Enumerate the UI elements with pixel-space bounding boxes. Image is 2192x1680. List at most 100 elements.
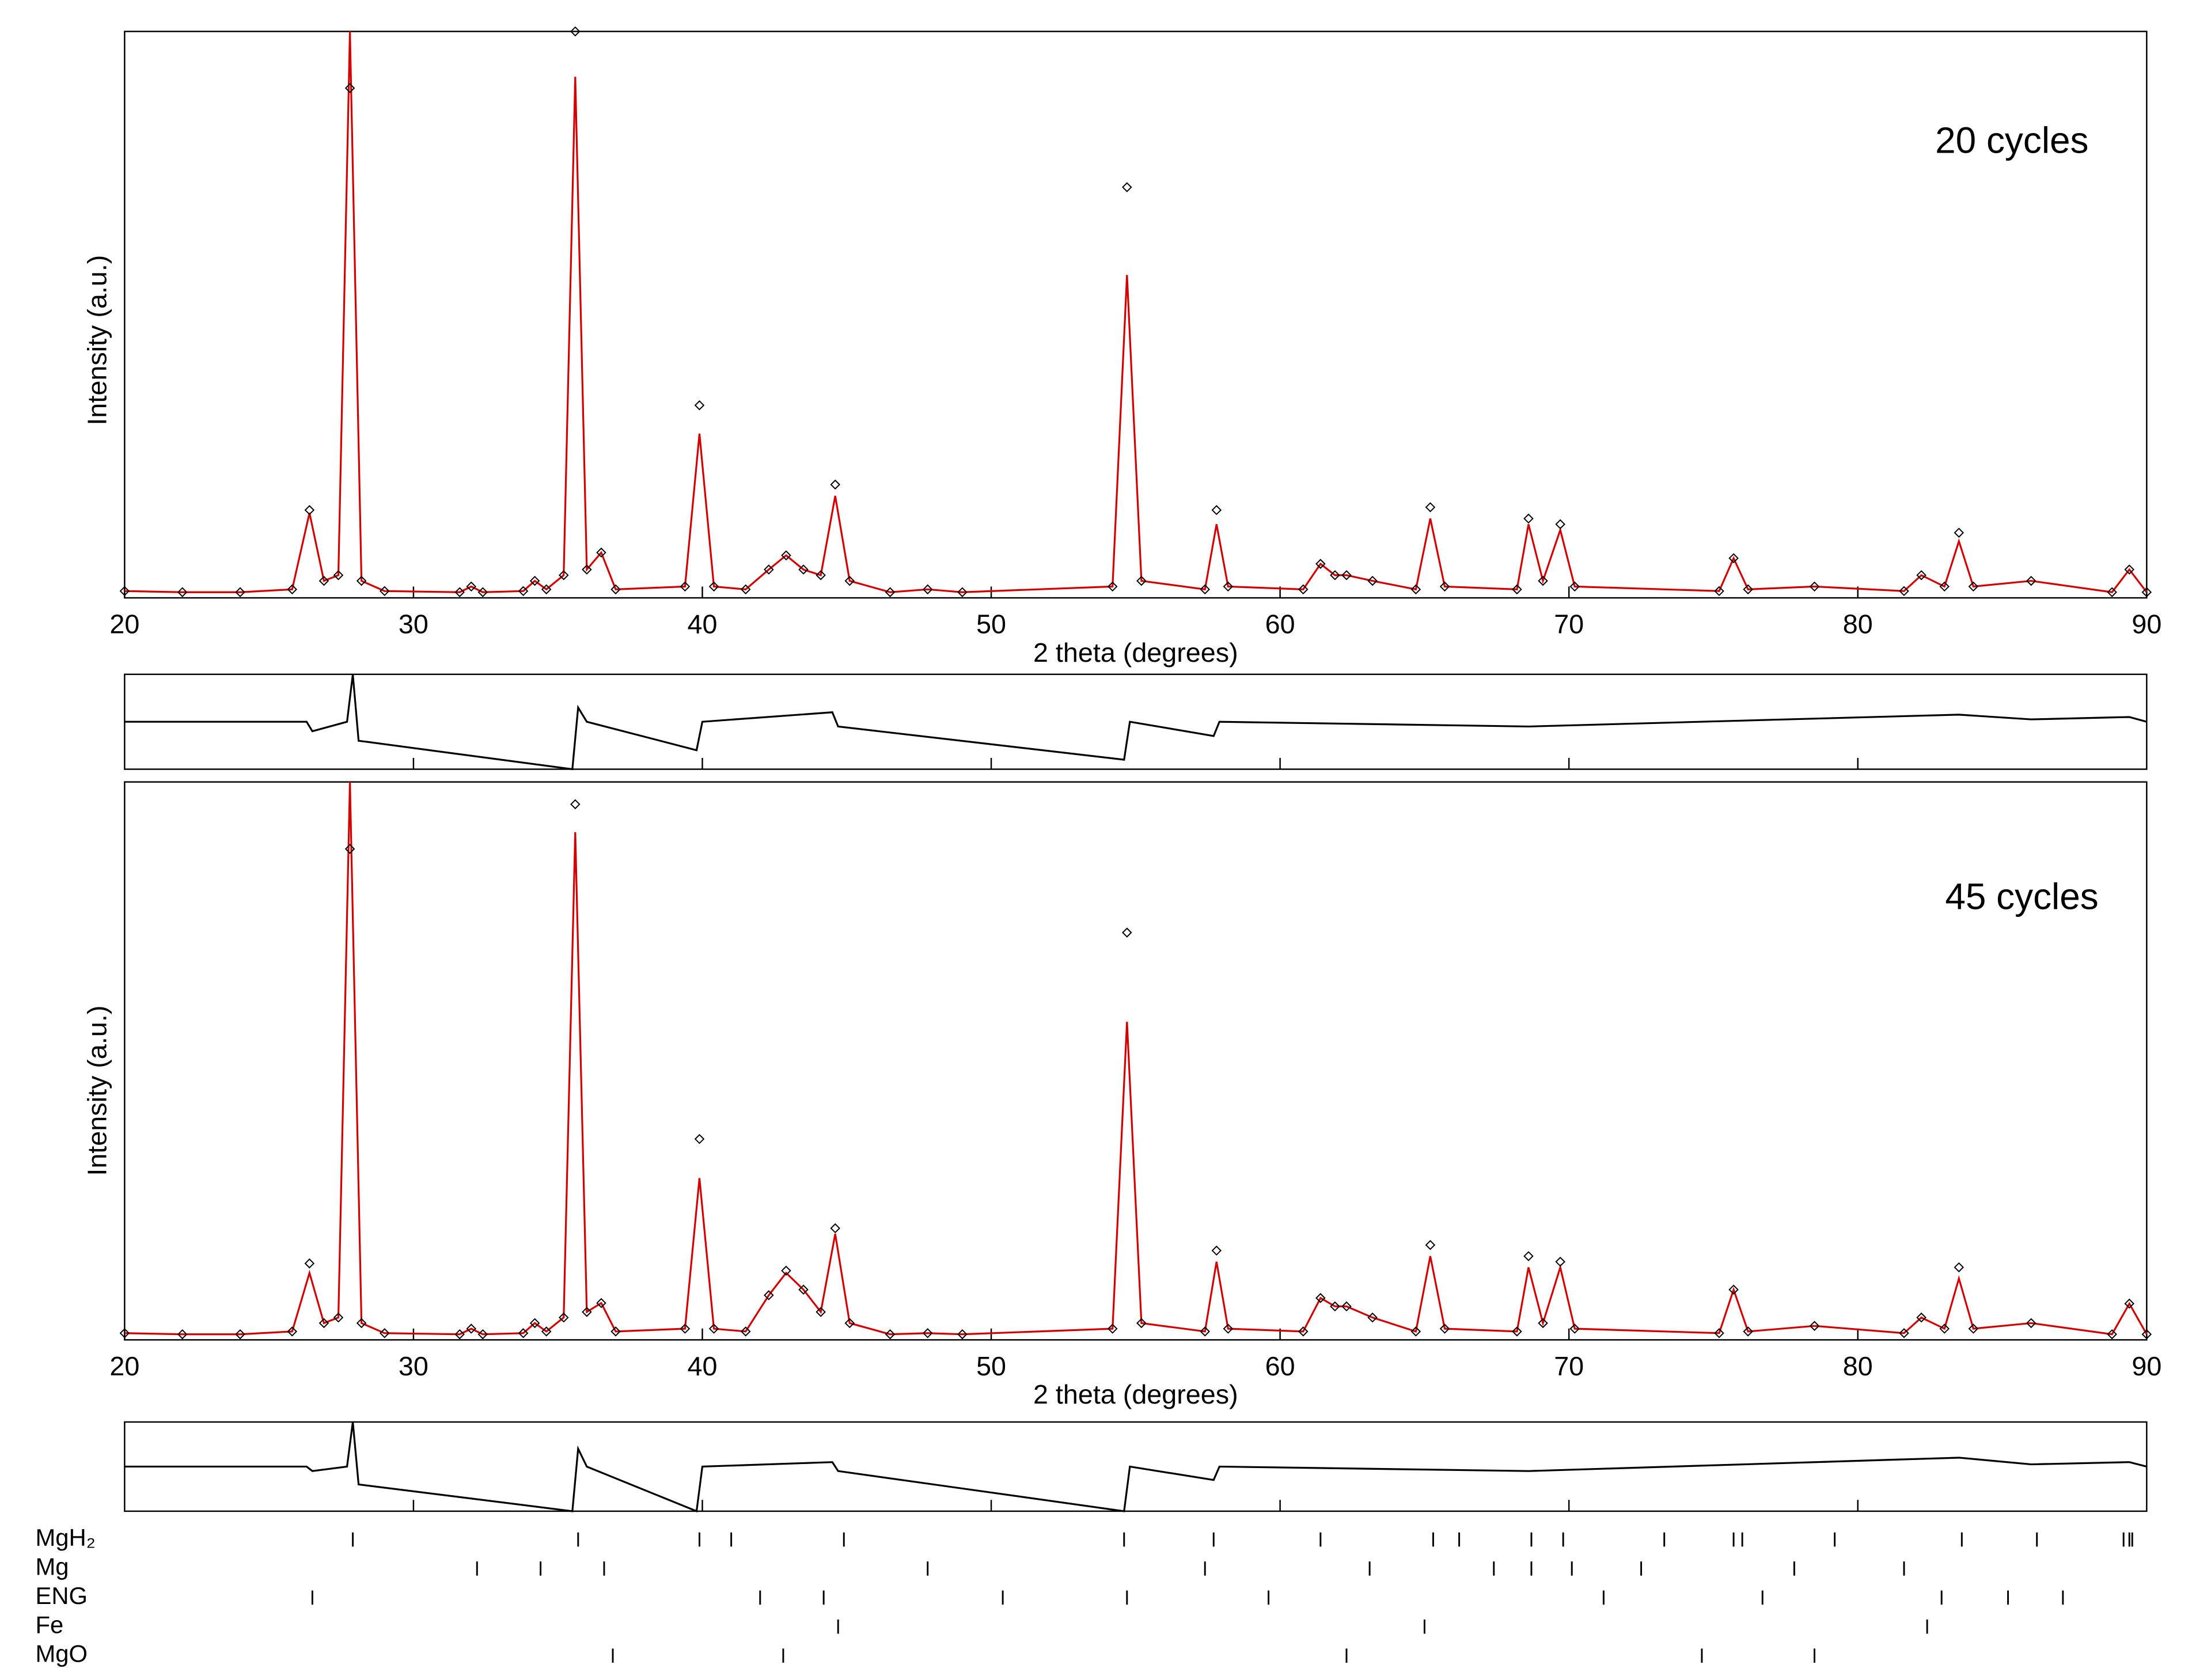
observed-point	[380, 586, 390, 597]
observed-point	[287, 1326, 298, 1337]
x-tick-label: 50	[976, 609, 1006, 639]
annotation: 45 cycles	[1945, 876, 2098, 917]
observed-point	[1809, 1321, 1820, 1331]
observed-point	[1968, 1323, 1979, 1334]
x-tick-label: 70	[1554, 1351, 1584, 1381]
observed-point	[610, 1326, 621, 1337]
observed-point	[764, 564, 774, 575]
x-tick-label: 40	[688, 1351, 718, 1381]
observed-point	[1512, 584, 1522, 595]
observed-point	[1425, 1239, 1436, 1250]
observed-point	[518, 1328, 529, 1338]
observed-point	[1714, 586, 1724, 597]
x-tick-label: 70	[1554, 609, 1584, 639]
x-tick-label: 60	[1265, 609, 1295, 639]
observed-point	[2026, 1318, 2036, 1329]
observed-point	[1555, 1257, 1565, 1267]
observed-point	[1899, 1328, 1909, 1338]
observed-point	[2107, 1329, 2117, 1340]
observed-point	[1223, 581, 1234, 592]
observed-point	[798, 564, 809, 575]
observed-point	[529, 1318, 540, 1329]
phase-label: Mg	[35, 1553, 69, 1580]
x-tick-label: 60	[1265, 1351, 1295, 1381]
phase-label: MgH₂	[35, 1524, 95, 1551]
observed-point	[1211, 1245, 1222, 1256]
observed-point	[1939, 581, 1950, 592]
observed-point	[844, 1318, 855, 1329]
observed-point	[1211, 505, 1222, 515]
observed-point	[1330, 1301, 1340, 1312]
x-tick-label: 20	[109, 609, 139, 639]
observed-point	[477, 587, 488, 598]
observed-point	[1569, 1323, 1580, 1334]
observed-point	[1523, 1251, 1534, 1261]
x-axis-label: 2 theta (degrees)	[1033, 638, 1238, 668]
observed-point	[781, 550, 791, 561]
observed-point	[1743, 1326, 1753, 1337]
observed-point	[1939, 1323, 1950, 1334]
observed-point	[356, 575, 367, 586]
observed-point	[1538, 1318, 1548, 1329]
observed-point	[1569, 581, 1580, 592]
phase-label: ENG	[35, 1582, 88, 1609]
observed-point	[764, 1290, 774, 1300]
observed-point	[1439, 581, 1450, 592]
observed-point	[1512, 1326, 1522, 1337]
observed-point	[1200, 1326, 1210, 1337]
observed-point	[1315, 1292, 1326, 1303]
observed-point	[1200, 584, 1210, 595]
observed-point	[333, 1312, 344, 1323]
observed-point	[570, 799, 581, 810]
observed-point	[1968, 581, 1979, 592]
observed-point	[119, 1328, 130, 1338]
observed-point	[466, 581, 477, 592]
observed-point	[596, 1298, 606, 1309]
observed-point	[1728, 553, 1739, 563]
x-tick-label: 30	[399, 609, 428, 639]
observed-point	[304, 505, 315, 515]
observed-point	[1410, 1326, 1421, 1337]
observed-point	[680, 581, 691, 592]
observed-point	[708, 1323, 719, 1334]
x-tick-label: 20	[109, 1351, 139, 1381]
observed-point	[1367, 575, 1378, 586]
phase-label: Fe	[35, 1611, 63, 1638]
y-axis-label: Intensity (a.u.)	[82, 1006, 112, 1176]
observed-point	[816, 1307, 826, 1317]
observed-point	[235, 1329, 245, 1340]
observed-point	[957, 1329, 968, 1340]
observed-point	[304, 1258, 315, 1269]
observed-point	[177, 1329, 188, 1340]
x-axis-label: 2 theta (degrees)	[1033, 1379, 1238, 1409]
observed-point	[582, 564, 592, 575]
observed-point	[2141, 587, 2152, 598]
y-axis-label: Intensity (a.u.)	[82, 255, 112, 426]
profile-line	[124, 31, 2148, 593]
observed-point	[1555, 519, 1565, 529]
x-tick-label: 90	[2132, 609, 2161, 639]
observed-point	[318, 575, 329, 586]
observed-point	[1523, 513, 1534, 524]
observed-point	[454, 587, 465, 598]
profile-line	[124, 1421, 2147, 1513]
observed-point	[596, 547, 606, 558]
observed-point	[1136, 1318, 1147, 1329]
observed-point	[781, 1265, 791, 1276]
plot-frame	[124, 31, 2148, 599]
observed-point	[119, 586, 130, 597]
observed-point	[798, 1284, 809, 1295]
observed-point	[844, 575, 855, 586]
observed-point	[344, 83, 355, 93]
observed-point	[529, 575, 540, 586]
observed-point	[1330, 570, 1340, 581]
observed-point	[885, 587, 896, 598]
observed-point	[1107, 1323, 1118, 1334]
profile-line	[124, 782, 2148, 1336]
observed-point	[1954, 1262, 1965, 1273]
observed-point	[694, 1133, 705, 1144]
observed-point	[177, 587, 188, 598]
observed-point	[570, 26, 581, 37]
observed-point	[454, 1329, 465, 1340]
